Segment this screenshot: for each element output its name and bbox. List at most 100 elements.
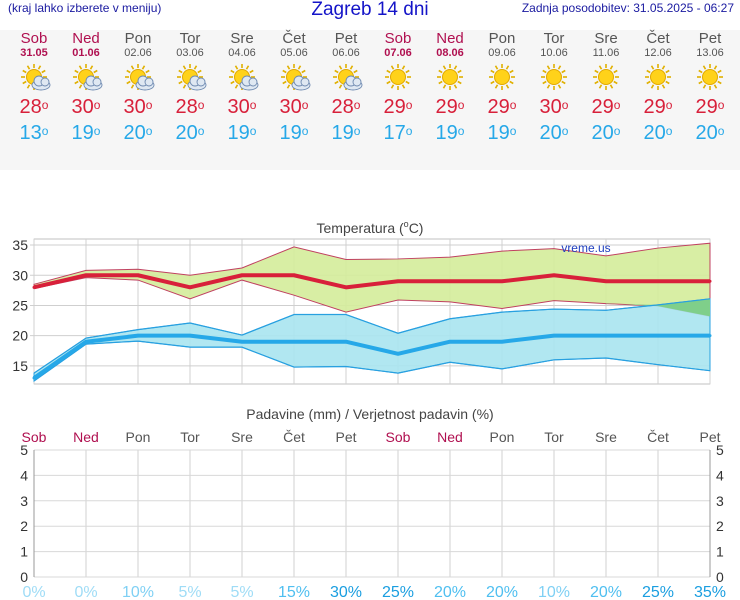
min-temperature-point [292,340,296,344]
min-temperature: 17o [383,122,413,144]
max-temperature: 29o [383,96,413,118]
precipitation-probability: 0% [22,584,45,600]
min-temperature-point [240,340,244,344]
day-column: Čet 12.06 29o 20o [632,30,684,147]
precipitation-probability: 20% [434,584,466,600]
min-temperature-point [448,340,452,344]
max-temperature-point [188,285,192,289]
max-temperature-line [33,273,710,290]
precipitation-chart: Padavine (mm) / Verjetnost padavin (%) So… [20,406,726,600]
y-tick-label-left: 0 [20,569,28,585]
day-name: Ned [72,30,100,47]
max-temperature: 30o [227,96,257,118]
max-temperature: 30o [123,96,153,118]
min-temperature-point [188,334,192,338]
y-tick-label: 25 [12,297,28,313]
precipitation-probability: 35% [694,584,726,600]
max-temperature: 28o [175,96,205,118]
min-temperature-point [656,334,660,338]
y-tick-label: 15 [12,358,28,374]
day-name: Sre [594,30,618,47]
y-tick-label-right: 2 [716,518,724,534]
daily-forecast-strip: Sob 31.05 28o 13o Ned 01.06 30o 19o Pon 02.06 30o 2… [0,30,740,170]
sun-icon [372,63,424,93]
x-day-label: Čet [283,429,305,445]
precipitation-probability: 0% [74,584,97,600]
temperature-chart-title: Temperatura (oC) [317,219,424,236]
day-date: 03.06 [176,47,204,59]
x-day-label: Sre [595,429,617,445]
x-day-label: Pet [699,429,720,445]
min-band-lower-edge [33,340,711,382]
x-day-label: Ned [73,429,99,445]
max-temperature: 29o [487,96,517,118]
min-temperature-point [396,352,400,356]
max-temperature: 29o [695,96,725,118]
x-day-label: Pon [126,429,151,445]
day-date: 08.06 [436,47,464,59]
max-temperature-point [604,279,608,283]
min-temperature-point [552,334,556,338]
min-temperature: 20o [123,122,153,144]
sun-cloud-icon [164,63,216,93]
min-temperature-point [32,376,36,380]
day-name: Ned [436,30,464,47]
max-temperature-point [708,279,712,283]
min-temperature: 20o [643,122,673,144]
max-temperature: 29o [643,96,673,118]
precipitation-probability: 15% [278,584,310,600]
max-temperature-point [656,279,660,283]
precipitation-probability: 5% [178,584,201,600]
max-temperature-point [240,273,244,277]
day-date: 12.06 [644,47,672,59]
day-name: Pon [124,30,152,47]
sun-cloud-icon [268,63,320,93]
min-temperature: 19o [487,122,517,144]
day-column: Pon 02.06 30o 20o [112,30,164,147]
max-temperature: 30o [539,96,569,118]
min-band-upper-edge [33,298,711,374]
y-tick-label-left: 5 [20,442,28,458]
min-temperature: 19o [331,122,361,144]
y-tick-label-left: 2 [20,518,28,534]
max-temperature: 30o [279,96,309,118]
day-name: Pet [334,30,358,47]
precipitation-probability: 10% [122,584,154,600]
day-name: Pet [698,30,722,47]
x-day-label: Sre [231,429,253,445]
x-day-label: Čet [647,429,669,445]
header-bar: (kraj lahko izberete v meniju) Zagreb 14… [0,0,740,22]
day-date: 04.06 [228,47,256,59]
day-column: Pon 09.06 29o 19o [476,30,528,147]
sun-icon [528,63,580,93]
min-temperature: 13o [19,122,49,144]
day-column: Sre 04.06 30o 19o [216,30,268,147]
min-temperature-point [500,340,504,344]
sun-cloud-icon [60,63,112,93]
location-menu-hint[interactable]: (kraj lahko izberete v meniju) [8,1,162,15]
day-column: Tor 03.06 28o 20o [164,30,216,147]
watermark: vreme.us [561,241,610,255]
day-date: 11.06 [592,47,620,59]
page-title: Zagreb 14 dni [311,0,429,20]
max-temperature-point [448,279,452,283]
day-column: Sob 07.06 29o 17o [372,30,424,147]
precipitation-probability: 20% [486,584,518,600]
max-temperature-point [32,285,36,289]
max-temperature: 29o [591,96,621,118]
day-date: 01.06 [72,47,100,59]
sun-cloud-icon [320,63,372,93]
precipitation-probability: 30% [330,584,362,600]
max-temperature: 29o [435,96,465,118]
min-temperature-point [344,340,348,344]
day-name: Čet [646,30,670,47]
day-date: 13.06 [696,47,724,59]
y-tick-label-left: 3 [20,493,28,509]
min-temperature-point [604,334,608,338]
last-update: Zadnja posodobitev: 31.05.2025 - 06:27 [521,1,734,15]
temperature-chart: Temperatura (oC) 15 20 25 30 35 vreme.us [12,219,712,385]
day-date: 09.06 [488,47,516,59]
min-temperature: 20o [695,122,725,144]
y-tick-label-left: 1 [20,544,28,560]
day-column: Pet 13.06 29o 20o [684,30,736,147]
